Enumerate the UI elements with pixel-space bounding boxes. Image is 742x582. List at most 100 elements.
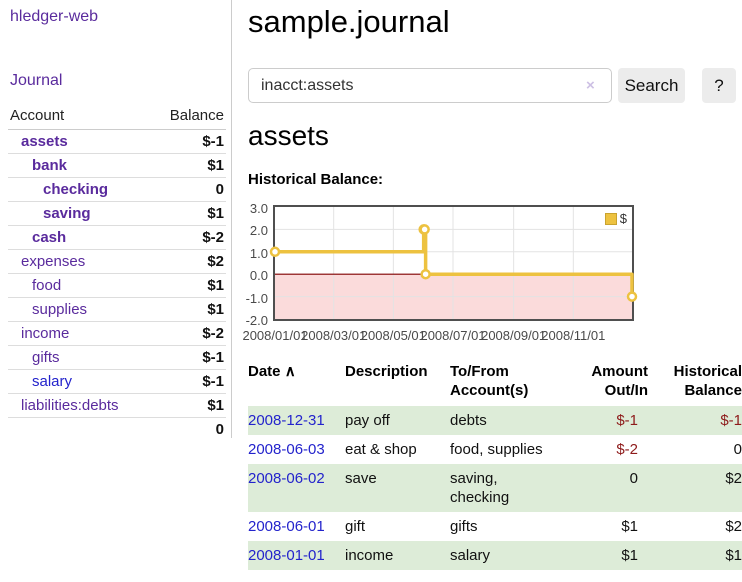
account-link-food[interactable]: food (32, 277, 62, 294)
x-axis-label: 2008/03/01 (301, 328, 367, 343)
account-link-checking[interactable]: checking (43, 181, 109, 198)
x-axis-label: 2008/05/01 (360, 328, 426, 343)
sidebar-item-journal[interactable]: Journal (10, 72, 63, 89)
accounts-total-row: 0 (8, 417, 226, 442)
x-axis-label: 2008/09/01 (481, 328, 547, 343)
transaction-row: 2008-06-03 eat & shop food, supplies $-2… (248, 435, 742, 464)
transaction-amount: $-1 (570, 406, 648, 435)
y-axis-label: 1.0 (249, 245, 268, 261)
accounts-header-account: Account (8, 103, 152, 130)
help-button[interactable]: ? (702, 68, 736, 103)
column-header-description: Description (345, 363, 428, 380)
transaction-amount: $-2 (616, 441, 638, 458)
accounts-total-value: 0 (151, 417, 226, 442)
chart-legend: $ (602, 210, 629, 227)
account-balance: $-1 (151, 345, 226, 370)
legend-swatch-icon (604, 212, 617, 225)
account-link-cash[interactable]: cash (32, 229, 67, 246)
account-balance: $1 (151, 273, 226, 298)
chart-canvas (269, 207, 638, 319)
account-balance: $-2 (151, 321, 226, 346)
account-row: saving $1 (8, 201, 226, 226)
main-content: sample.journal × Search ? assets Histori… (242, 0, 742, 582)
account-row: bank $1 (8, 153, 226, 178)
chart-title: Historical Balance: (248, 171, 384, 188)
register-table: Date ∧ Description To/From Account(s) Amo… (248, 360, 742, 570)
page-title: sample.journal (248, 4, 450, 39)
accounts-table: Account Balance assets $-1 bank $1 checkin… (8, 103, 226, 442)
transaction-accounts: food, supplies (450, 441, 543, 458)
search-form: × Search ? (248, 68, 742, 103)
transaction-accounts: saving, checking (450, 464, 570, 512)
column-header-date[interactable]: Date ∧ (248, 363, 296, 380)
y-axis-label: -2.0 (245, 313, 268, 328)
register-header-row: Date ∧ Description To/From Account(s) Amo… (248, 360, 742, 406)
date-link[interactable]: 2008-06-01 (248, 518, 325, 535)
sort-ascending-icon: ∧ (284, 363, 296, 380)
account-balance: $-2 (151, 225, 226, 250)
legend-label: $ (619, 211, 627, 226)
date-link[interactable]: 2008-06-02 (248, 470, 325, 487)
y-axis-label: 0.0 (249, 268, 268, 284)
account-link-bank[interactable]: bank (32, 157, 68, 174)
account-link-income[interactable]: income (21, 325, 70, 342)
column-header-historical-balance: Historical Balance (673, 363, 742, 399)
account-row: expenses $2 (8, 249, 226, 274)
transaction-row: 2008-12-31 pay off debts $-1 $-1 (248, 406, 742, 435)
account-link-expenses[interactable]: expenses (21, 253, 86, 270)
date-link[interactable]: 2008-01-01 (248, 547, 325, 564)
account-row: cash $-2 (8, 225, 226, 250)
account-link-salary[interactable]: salary (32, 373, 73, 390)
x-axis-label: 2008/07/01 (420, 328, 486, 343)
search-input[interactable] (248, 68, 612, 103)
account-link-liabilities-debts[interactable]: liabilities:debts (21, 397, 119, 414)
sidebar: hledger-web Journal Account Balance asse… (0, 0, 232, 442)
account-balance: $1 (151, 393, 226, 418)
account-link-gifts[interactable]: gifts (32, 349, 60, 366)
account-row: liabilities:debts $1 (8, 393, 226, 418)
transaction-accounts: gifts (450, 518, 478, 535)
clear-search-icon[interactable]: × (586, 77, 595, 94)
transaction-historical-balance: 0 (733, 441, 742, 458)
account-link-assets[interactable]: assets (21, 133, 68, 150)
date-link[interactable]: 2008-12-31 (248, 412, 325, 429)
account-row: supplies $1 (8, 297, 226, 322)
transaction-row: 2008-06-01 gift gifts $1 $2 (248, 512, 742, 541)
account-row: gifts $-1 (8, 345, 226, 370)
transaction-amount: $1 (570, 541, 648, 570)
account-row: income $-2 (8, 321, 226, 346)
transaction-description: save (345, 464, 450, 512)
transaction-historical-balance: $2 (725, 518, 742, 535)
historical-balance-chart: 3.0 2.0 1.0 0.0 -1.0 -2.0 $ 2008/01/01 2008/03… (242, 202, 688, 350)
transaction-historical-balance: $-1 (648, 406, 742, 435)
account-row: food $1 (8, 273, 226, 298)
app-title-link[interactable]: hledger-web (10, 8, 99, 25)
account-row: assets $-1 (8, 129, 226, 154)
chart-plot-area: $ (269, 205, 638, 321)
column-header-tofrom-accounts: To/From Account(s) (450, 363, 529, 399)
search-button[interactable]: Search (618, 68, 685, 103)
y-axis: 3.0 2.0 1.0 0.0 -1.0 -2.0 (246, 202, 268, 327)
transaction-description: gift (345, 518, 366, 535)
section-title: assets (248, 120, 329, 151)
accounts-header-balance: Balance (151, 103, 226, 130)
account-row: checking 0 (8, 177, 226, 202)
transaction-description: eat & shop (345, 441, 417, 458)
transaction-row: 2008-06-02 save saving, checking 0 $2 (248, 464, 742, 512)
transaction-accounts: salary (450, 541, 570, 570)
x-axis: 2008/01/01 2008/03/01 2008/05/01 2008/07/01… (242, 328, 632, 344)
account-link-supplies[interactable]: supplies (32, 301, 88, 318)
date-link[interactable]: 2008-06-03 (248, 441, 325, 458)
account-balance: $1 (151, 153, 226, 178)
transaction-amount: $1 (621, 518, 638, 535)
x-axis-label: 2008/11/01 (541, 328, 606, 343)
account-balance: 0 (151, 177, 226, 202)
transaction-description: income (345, 541, 450, 570)
account-balance: $1 (151, 297, 226, 322)
transaction-description: pay off (345, 406, 450, 435)
transaction-historical-balance: $1 (648, 541, 742, 570)
account-link-saving[interactable]: saving (43, 205, 91, 222)
account-balance: $-1 (151, 369, 226, 394)
x-axis-label: 2008/01/01 (242, 328, 308, 343)
y-axis-label: 2.0 (249, 223, 268, 239)
